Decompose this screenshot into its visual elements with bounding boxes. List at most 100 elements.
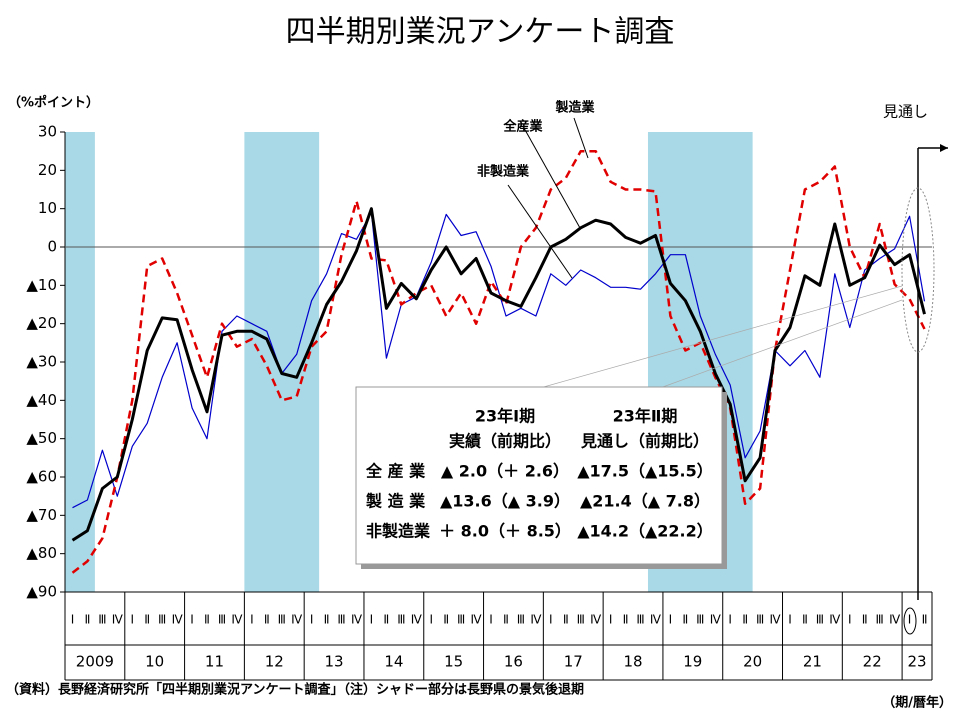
y-tick-label: 20: [38, 161, 57, 179]
quarter-circle: [903, 607, 917, 635]
year-label: 10: [145, 653, 164, 671]
label-pointer: [507, 184, 573, 279]
x-tick-label: Ⅳ: [829, 613, 840, 627]
x-tick-label: Ⅲ: [98, 613, 106, 627]
y-tick-label: 10: [38, 199, 57, 217]
leader-line: [659, 299, 903, 389]
table-cell: 非製造業: [366, 522, 431, 541]
series-line: [71, 207, 926, 542]
x-tick-label: Ⅳ: [471, 613, 482, 627]
year-label: 23: [908, 653, 927, 671]
x-tick-label: Ⅰ: [71, 613, 75, 627]
x-tick-label: Ⅱ: [443, 613, 449, 627]
x-tick-label: Ⅱ: [922, 613, 928, 627]
x-tick-label: Ⅱ: [84, 613, 90, 627]
legend-label: 非製造業: [477, 164, 530, 180]
recession-shade: [244, 132, 320, 592]
table-cell: ▲ 2.0（＋ 2.6）: [441, 462, 569, 481]
table-cell: ▲21.4（▲ 7.8）: [580, 492, 710, 511]
x-tick-label: Ⅲ: [218, 613, 226, 627]
year-label: 12: [265, 653, 284, 671]
x-tick-label: Ⅲ: [756, 613, 764, 627]
x-tick-label: Ⅳ: [770, 613, 781, 627]
year-label: 19: [683, 653, 702, 671]
x-tick-label: Ⅰ: [549, 613, 553, 627]
x-tick-label: Ⅰ: [489, 613, 493, 627]
x-tick-label: Ⅲ: [158, 613, 166, 627]
x-tick-label: Ⅱ: [623, 613, 629, 627]
y-tick-label: ▲40: [26, 391, 57, 409]
recession-shade: [65, 132, 95, 592]
x-tick-label: Ⅰ: [728, 613, 732, 627]
x-tick-label: Ⅳ: [411, 613, 422, 627]
x-tick-label: Ⅲ: [457, 613, 465, 627]
x-tick-label: Ⅳ: [590, 613, 601, 627]
x-tick-label: Ⅱ: [563, 613, 569, 627]
label-pointer: [523, 127, 581, 229]
table-cell: ▲13.6（▲ 3.9）: [440, 492, 570, 511]
year-label: 14: [384, 653, 403, 671]
x-tick-label: Ⅱ: [383, 613, 389, 627]
x-tick-label: Ⅰ: [310, 613, 314, 627]
x-tick-label: Ⅰ: [250, 613, 254, 627]
year-label: 18: [623, 653, 642, 671]
x-tick-label: Ⅰ: [908, 613, 912, 627]
y-tick-label: 0: [47, 238, 57, 256]
x-tick-label: Ⅰ: [788, 613, 792, 627]
y-tick-label: ▲70: [26, 506, 57, 524]
table-cell: ▲14.2（▲22.2）: [577, 522, 713, 541]
x-tick-label: Ⅰ: [370, 613, 374, 627]
year-label: 16: [504, 653, 523, 671]
label-pointer: [573, 117, 589, 159]
x-tick-label: Ⅳ: [291, 613, 302, 627]
x-tick-label: Ⅲ: [577, 613, 585, 627]
x-tick-label: Ⅰ: [429, 613, 433, 627]
year-label: 22: [863, 653, 882, 671]
outlook-label: 見通し: [883, 103, 928, 121]
table-box: [355, 386, 723, 565]
outlook-ellipse: [901, 187, 935, 353]
x-tick-label: Ⅲ: [278, 613, 286, 627]
x-tick-label: Ⅱ: [264, 613, 270, 627]
x-tick-label: Ⅱ: [862, 613, 868, 627]
year-label: 17: [564, 653, 583, 671]
x-tick-label: Ⅰ: [848, 613, 852, 627]
x-tick-label: Ⅳ: [710, 613, 721, 627]
table-cell: ▲17.5（▲15.5）: [577, 462, 713, 481]
leader-line: [539, 285, 903, 389]
table-cell: ＋ 8.0（＋ 8.5）: [439, 522, 571, 541]
x-tick-label: Ⅳ: [112, 613, 123, 627]
shading: [65, 132, 753, 592]
year-label: 21: [803, 653, 822, 671]
table-cell: 全 産 業: [365, 462, 426, 481]
x-tick-label: Ⅱ: [503, 613, 509, 627]
y-tick-label: ▲80: [26, 544, 57, 562]
x-tick-label: Ⅳ: [231, 613, 242, 627]
source-note: （資料）長野経済研究所「四半期別業況アンケート調査」（注）シャドー部分は長野県の…: [6, 682, 584, 698]
arrow-head: [940, 144, 948, 152]
y-tick-label: ▲50: [26, 429, 57, 447]
x-tick-label: Ⅱ: [742, 613, 748, 627]
series-line: [72, 211, 926, 509]
x-tick-label: Ⅱ: [144, 613, 150, 627]
year-label: 15: [444, 653, 463, 671]
x-tick-label: Ⅲ: [636, 613, 644, 627]
x-tick-label: Ⅲ: [876, 613, 884, 627]
year-label: 11: [205, 653, 224, 671]
legend-label: 全産業: [502, 119, 543, 135]
x-tick-label: Ⅰ: [190, 613, 194, 627]
x-tick-label: Ⅲ: [397, 613, 405, 627]
x-tick-label: Ⅱ: [682, 613, 688, 627]
x-tick-label: Ⅱ: [204, 613, 210, 627]
legend-label: 製造業: [554, 100, 595, 116]
x-tick-label: Ⅳ: [889, 613, 900, 627]
y-tick-label: ▲10: [26, 276, 57, 294]
x-tick-label: Ⅰ: [130, 613, 134, 627]
x-tick-label: Ⅱ: [802, 613, 808, 627]
x-unit: （期/暦年）: [882, 695, 952, 711]
year-label: 2009: [76, 653, 114, 671]
year-label: 13: [325, 653, 344, 671]
y-tick-label: ▲20: [26, 314, 57, 332]
